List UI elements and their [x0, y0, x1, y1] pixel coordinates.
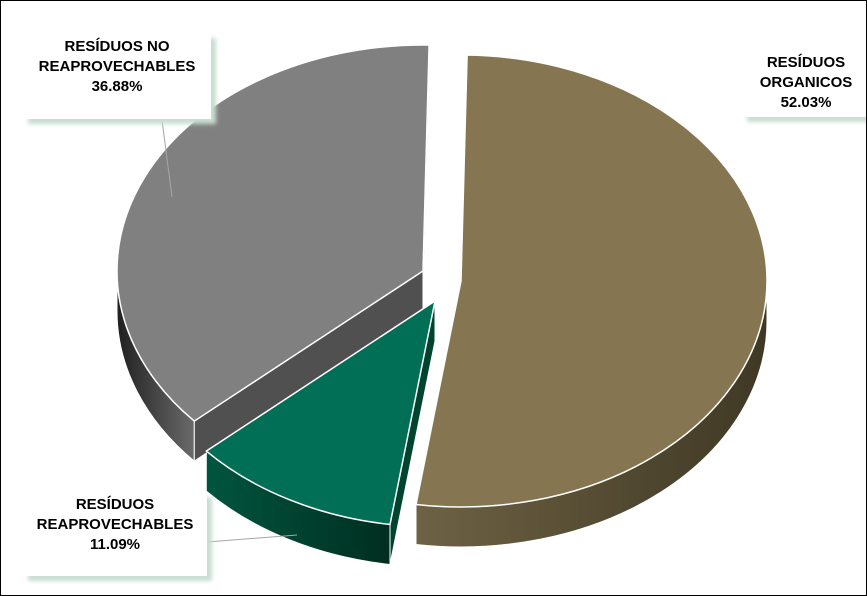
label-organicos-line2: ORGANICOS — [759, 74, 853, 91]
label-organicos-line1: RESÍDUOS — [766, 54, 846, 71]
label-no-reaprovechables-line1: RESÍDUOS NO — [64, 38, 170, 55]
leader-line-reaprovechables — [206, 534, 298, 543]
label-reaprovechables-line2: REAPROVECHABLES — [36, 516, 194, 533]
label-no-reaprovechables-line3: 36.88% — [91, 78, 143, 95]
label-reaprovechables-line1: RESÍDUOS — [75, 496, 155, 513]
label-reaprovechables: RESÍDUOS REAPROVECHABLES 11.09% — [23, 492, 207, 576]
label-no-reaprovechables-line2: REAPROVECHABLES — [38, 58, 196, 75]
label-organicos-line3: 52.03% — [780, 94, 832, 111]
pie-slice-organicos — [415, 54, 768, 508]
label-organicos: RESÍDUOS ORGANICOS 52.03% — [742, 49, 866, 117]
pie-slice-reaprovechables — [205, 299, 437, 526]
label-no-reaprovechables: RESÍDUOS NO REAPROVECHABLES 36.88% — [23, 33, 211, 119]
pie-slice-no-reaprovechables — [116, 44, 430, 423]
label-reaprovechables-line3: 11.09% — [89, 536, 141, 553]
